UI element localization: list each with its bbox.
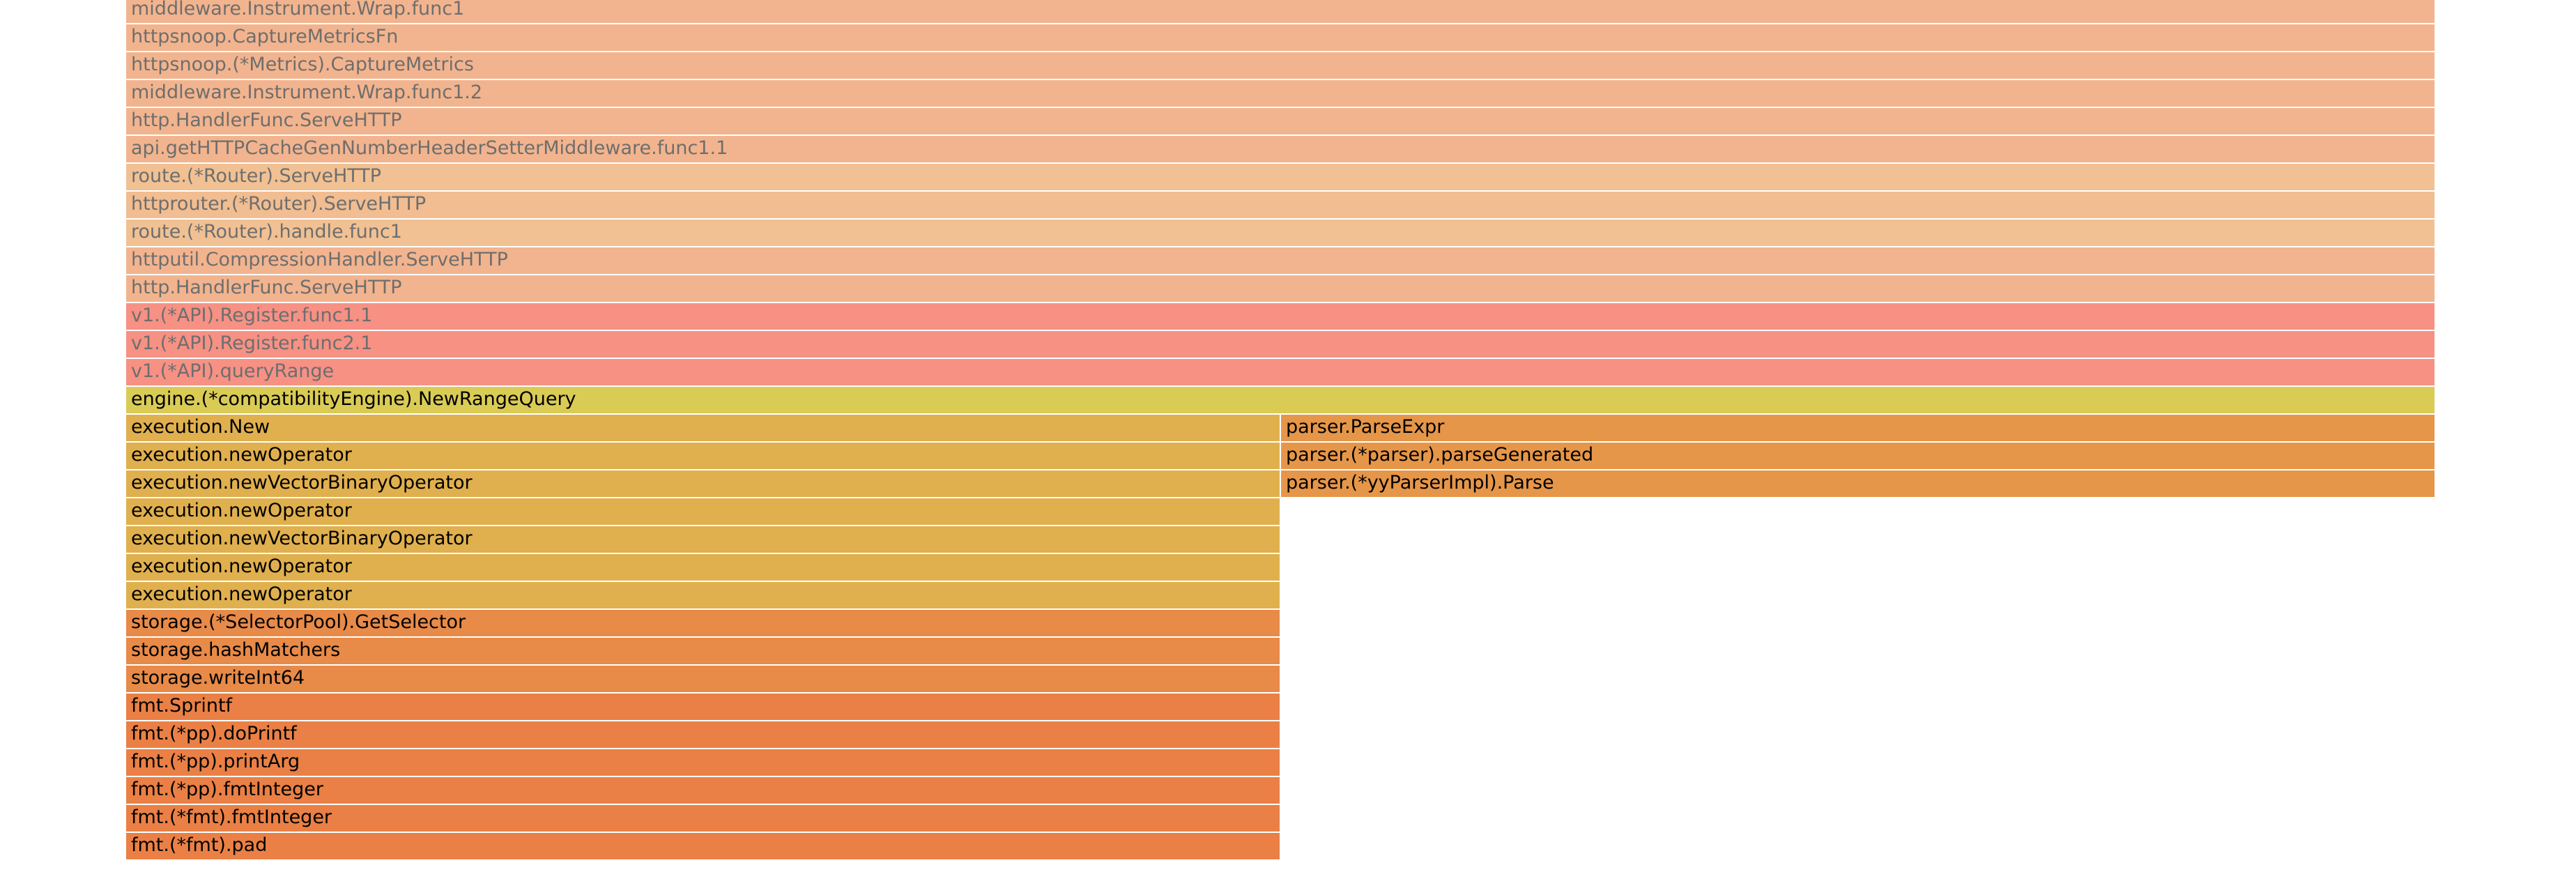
flame-frame-label: httpsnoop.(*Metrics).CaptureMetrics — [131, 54, 474, 75]
flame-frame[interactable]: middleware.Instrument.Wrap.func1.2 — [126, 80, 2436, 108]
flame-frame-label: fmt.(*pp).fmtInteger — [131, 779, 323, 800]
flame-frame[interactable]: fmt.(*pp).fmtInteger — [126, 777, 1281, 805]
flame-frame-label: http.HandlerFunc.ServeHTTP — [131, 277, 402, 298]
flame-frame-label: execution.newOperator — [131, 556, 352, 577]
flame-frame[interactable]: httpsnoop.CaptureMetricsFn — [126, 24, 2436, 52]
flame-frame[interactable]: fmt.Sprintf — [126, 694, 1281, 721]
flame-frame[interactable]: route.(*Router).handle.func1 — [126, 220, 2436, 247]
flame-frame[interactable]: execution.newVectorBinaryOperator — [126, 526, 1281, 554]
flame-frame[interactable]: http.HandlerFunc.ServeHTTP — [126, 108, 2436, 136]
flame-frame-label: execution.New — [131, 416, 270, 438]
flame-frame-label: v1.(*API).queryRange — [131, 360, 335, 382]
flame-frame-label: execution.newOperator — [131, 583, 352, 605]
flame-frame[interactable]: storage.(*SelectorPool).GetSelector — [126, 610, 1281, 638]
flame-frame[interactable]: parser.ParseExpr — [1281, 415, 2436, 443]
flame-frame[interactable]: execution.newOperator — [126, 443, 1281, 470]
flame-frame-label: v1.(*API).Register.func1.1 — [131, 305, 373, 326]
flame-frame-label: execution.newOperator — [131, 444, 352, 466]
flame-frame-label: route.(*Router).handle.func1 — [131, 221, 402, 243]
flame-frame[interactable]: fmt.(*fmt).fmtInteger — [126, 805, 1281, 833]
flame-frame-label: v1.(*API).Register.func2.1 — [131, 332, 373, 354]
flame-frame[interactable]: parser.(*yyParserImpl).Parse — [1281, 470, 2436, 498]
flame-frame-label: execution.newVectorBinaryOperator — [131, 528, 473, 549]
flame-frame-label: api.getHTTPCacheGenNumberHeaderSetterMid… — [131, 137, 728, 159]
flame-frame-label: middleware.Instrument.Wrap.func1.2 — [131, 82, 483, 103]
flame-frame-label: fmt.(*fmt).pad — [131, 834, 268, 856]
flame-frame-label: fmt.(*fmt).fmtInteger — [131, 806, 332, 828]
flame-frame-label: execution.newVectorBinaryOperator — [131, 472, 473, 493]
flame-frame-label: httputil.CompressionHandler.ServeHTTP — [131, 249, 508, 270]
flame-frame[interactable]: fmt.(*pp).doPrintf — [126, 721, 1281, 749]
flame-frame-label: storage.hashMatchers — [131, 639, 341, 661]
flame-frame-label: parser.ParseExpr — [1286, 416, 1445, 438]
flame-frame[interactable]: api.getHTTPCacheGenNumberHeaderSetterMid… — [126, 136, 2436, 164]
flame-frame[interactable]: http.HandlerFunc.ServeHTTP — [126, 275, 2436, 303]
flame-frame[interactable]: v1.(*API).Register.func1.1 — [126, 303, 2436, 331]
flame-frame-label: http.HandlerFunc.ServeHTTP — [131, 109, 402, 131]
flame-frame[interactable]: execution.New — [126, 415, 1281, 443]
flame-frame[interactable]: engine.(*compatibilityEngine).NewRangeQu… — [126, 387, 2436, 415]
flame-frame[interactable]: parser.(*parser).parseGenerated — [1281, 443, 2436, 470]
flame-frame-label: fmt.Sprintf — [131, 695, 233, 717]
flame-frame[interactable]: storage.hashMatchers — [126, 638, 1281, 666]
flame-frame[interactable]: fmt.(*fmt).pad — [126, 833, 1281, 861]
flame-frame-label: engine.(*compatibilityEngine).NewRangeQu… — [131, 388, 576, 410]
flame-frame[interactable]: httputil.CompressionHandler.ServeHTTP — [126, 247, 2436, 275]
flame-frame[interactable]: middleware.Instrument.Wrap.func1 — [126, 0, 2436, 24]
flame-frame[interactable]: httprouter.(*Router).ServeHTTP — [126, 192, 2436, 220]
flame-frame-label: fmt.(*pp).doPrintf — [131, 723, 297, 744]
flame-frame-label: parser.(*yyParserImpl).Parse — [1286, 472, 1554, 493]
flame-frame-label: route.(*Router).ServeHTTP — [131, 165, 382, 187]
flame-frame-label: execution.newOperator — [131, 500, 352, 521]
flame-frame-label: storage.writeInt64 — [131, 667, 305, 689]
flame-frame[interactable]: execution.newOperator — [126, 498, 1281, 526]
flame-frame[interactable]: execution.newOperator — [126, 554, 1281, 582]
flame-frame[interactable]: httpsnoop.(*Metrics).CaptureMetrics — [126, 52, 2436, 80]
flame-frame[interactable]: execution.newVectorBinaryOperator — [126, 470, 1281, 498]
flame-frame[interactable]: v1.(*API).queryRange — [126, 359, 2436, 387]
flame-frame[interactable]: execution.newOperator — [126, 582, 1281, 610]
flame-frame-label: storage.(*SelectorPool).GetSelector — [131, 611, 466, 633]
flame-frame-label: middleware.Instrument.Wrap.func1 — [131, 0, 465, 20]
flame-frame-label: httprouter.(*Router).ServeHTTP — [131, 193, 427, 215]
flame-frame-label: httpsnoop.CaptureMetricsFn — [131, 26, 399, 47]
flame-frame-label: fmt.(*pp).printArg — [131, 751, 300, 772]
flame-frame-label: parser.(*parser).parseGenerated — [1286, 444, 1594, 466]
flame-frame[interactable]: fmt.(*pp).printArg — [126, 749, 1281, 777]
flame-frame[interactable]: storage.writeInt64 — [126, 666, 1281, 694]
flame-frame[interactable]: v1.(*API).Register.func2.1 — [126, 331, 2436, 359]
flame-frame[interactable]: route.(*Router).ServeHTTP — [126, 164, 2436, 192]
